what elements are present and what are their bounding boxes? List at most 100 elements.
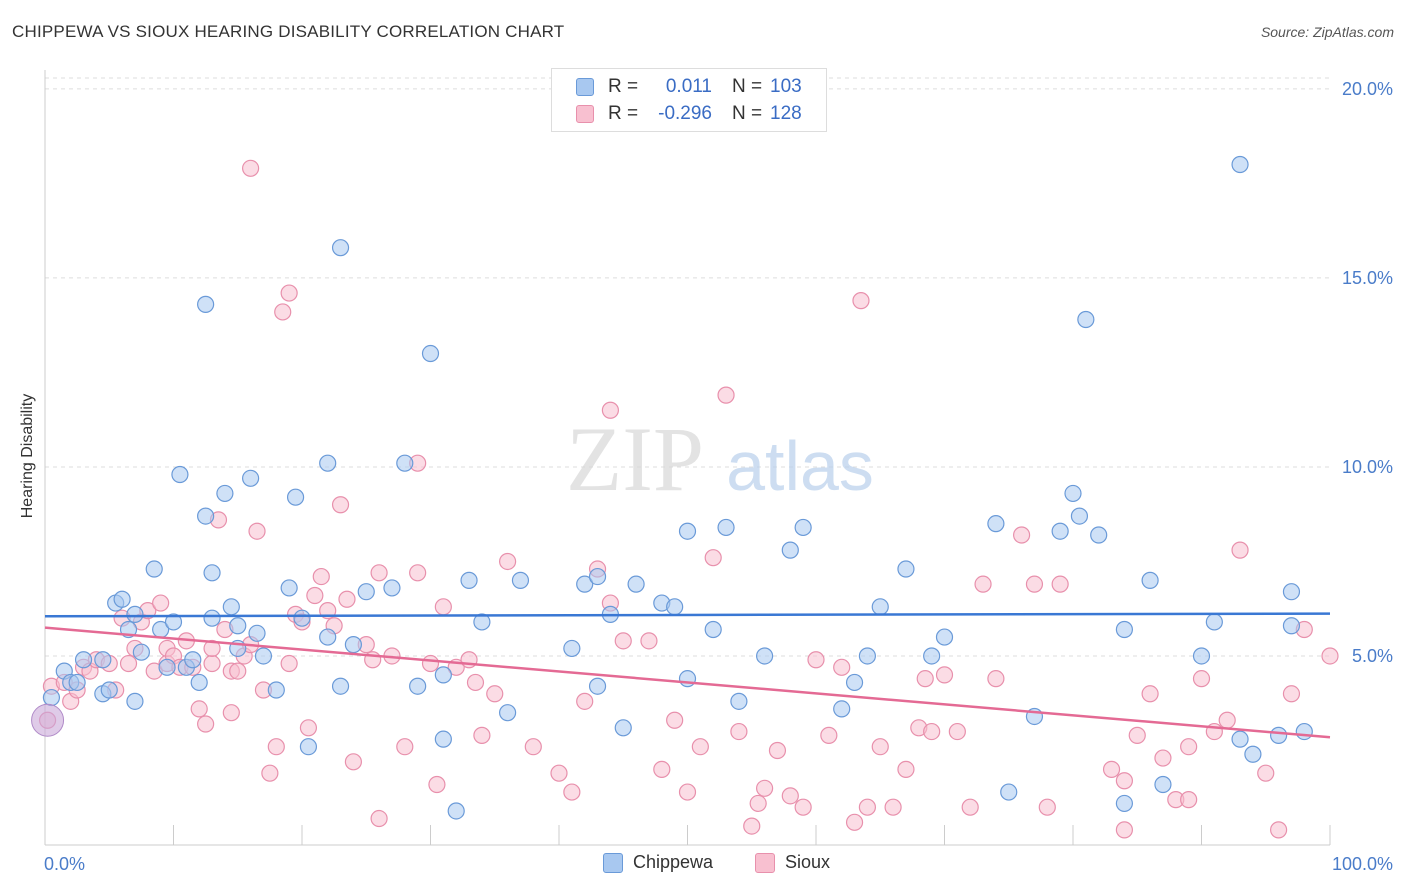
sioux-point <box>1141 685 1159 703</box>
chippewa-point <box>396 454 414 472</box>
sioux-point <box>858 798 877 816</box>
chippewa-point <box>197 295 215 313</box>
sioux-point <box>576 692 594 710</box>
chippewa-point <box>197 507 215 525</box>
sioux-point <box>1038 798 1056 816</box>
sioux-point <box>1218 711 1236 729</box>
chippewa-point <box>794 518 812 537</box>
chippewa-point <box>434 666 452 684</box>
sioux-point <box>563 783 581 801</box>
chippewa-point <box>460 571 478 589</box>
chippewa-point <box>319 454 337 472</box>
sioux-point <box>666 711 684 729</box>
sioux-point <box>961 798 979 816</box>
chippewa-point <box>286 488 305 506</box>
chippewa-point <box>704 620 722 639</box>
y-tick-label: 10.0% <box>1342 457 1393 477</box>
sioux-point <box>486 685 504 703</box>
chippewa-point <box>1231 730 1249 748</box>
chippewa-point <box>473 613 491 631</box>
sioux-point <box>466 673 485 692</box>
chippewa-point <box>1282 583 1301 601</box>
chippewa-point <box>164 613 183 631</box>
bottom-legend-sioux: Sioux <box>755 852 830 873</box>
sioux-point <box>884 798 902 816</box>
sioux-point <box>152 594 170 612</box>
chippewa-point <box>871 598 889 616</box>
sioux-point <box>730 722 748 741</box>
sioux-point <box>749 794 767 813</box>
chippewa-point <box>1115 794 1134 813</box>
sioux-point <box>280 284 298 302</box>
chippewa-point <box>331 239 350 257</box>
chippewa-point <box>1192 647 1211 665</box>
sioux-point <box>1321 647 1339 665</box>
chippewa-swatch <box>576 78 594 96</box>
chippewa-point <box>1090 526 1108 544</box>
chippewa-point <box>280 579 298 597</box>
stats-legend: R = 0.011 N = 103 R = -0.296 N = 128 <box>551 68 827 132</box>
sioux-point <box>370 809 388 828</box>
chippewa-point <box>614 719 632 737</box>
chippewa-point <box>1231 155 1249 174</box>
cluster-point <box>31 703 65 737</box>
n-label: N = <box>732 103 763 124</box>
chippewa-point <box>357 583 375 601</box>
sioux-point <box>242 159 260 177</box>
chippewa-point <box>42 688 61 707</box>
chippewa-point <box>267 681 285 699</box>
sioux-point <box>396 738 414 756</box>
chippewa-point <box>1000 783 1018 801</box>
sioux-point <box>261 764 279 782</box>
chippewa-point <box>222 598 240 616</box>
x-tick-label-end: 100.0% <box>1332 854 1393 874</box>
sioux-point <box>601 401 620 419</box>
x-tick-label-start: 0.0% <box>44 854 85 874</box>
sioux-point <box>248 522 266 540</box>
sioux-point <box>421 654 440 673</box>
sioux-point <box>229 662 247 680</box>
sioux-point <box>768 741 787 760</box>
sioux-point <box>312 567 330 586</box>
chippewa-point <box>1141 571 1159 589</box>
sioux-point <box>203 654 221 673</box>
chippewa-point <box>1154 775 1172 794</box>
chippewa-point <box>1282 617 1301 635</box>
sioux-point <box>280 654 298 673</box>
sioux-legend-swatch <box>755 852 775 873</box>
chippewa-point <box>434 730 452 748</box>
chippewa-point <box>68 673 86 692</box>
chippewa-point <box>563 639 581 658</box>
sioux-point <box>370 564 388 582</box>
chippewa-point <box>1115 620 1134 639</box>
chippewa-point <box>1205 613 1223 631</box>
chippewa-point <box>987 515 1005 533</box>
chippewa-point <box>588 677 607 695</box>
sioux-point <box>428 775 446 794</box>
sioux-point <box>755 779 774 797</box>
sioux-point <box>1180 791 1198 809</box>
sioux-point <box>190 700 208 718</box>
chippewa-point <box>126 605 144 623</box>
n-label: N = <box>732 76 763 97</box>
sioux-trend-line <box>44 626 1331 739</box>
sioux-point <box>524 738 542 756</box>
chippewa-point <box>1051 522 1069 540</box>
chippewa-point <box>833 700 851 718</box>
chippewa-point <box>132 643 150 661</box>
sioux-point <box>550 764 568 782</box>
sioux-point <box>1025 575 1044 593</box>
watermark-atlas: atlas <box>726 427 874 505</box>
tick-labels: 5.0% 10.0% 15.0% 20.0% 0.0% 100.0% <box>44 79 1393 874</box>
chippewa-point <box>858 647 877 665</box>
legend-row-chippewa: R = 0.011 N = 103 <box>576 75 802 99</box>
sioux-point <box>987 670 1005 688</box>
sioux-point <box>1051 575 1069 593</box>
sioux-point <box>344 753 362 771</box>
sioux-point <box>1128 726 1146 744</box>
sioux-point <box>852 292 870 310</box>
sioux-swatch <box>576 105 594 123</box>
sioux-point <box>653 760 671 778</box>
chippewa-point <box>184 651 202 669</box>
sioux-point <box>1102 760 1121 778</box>
